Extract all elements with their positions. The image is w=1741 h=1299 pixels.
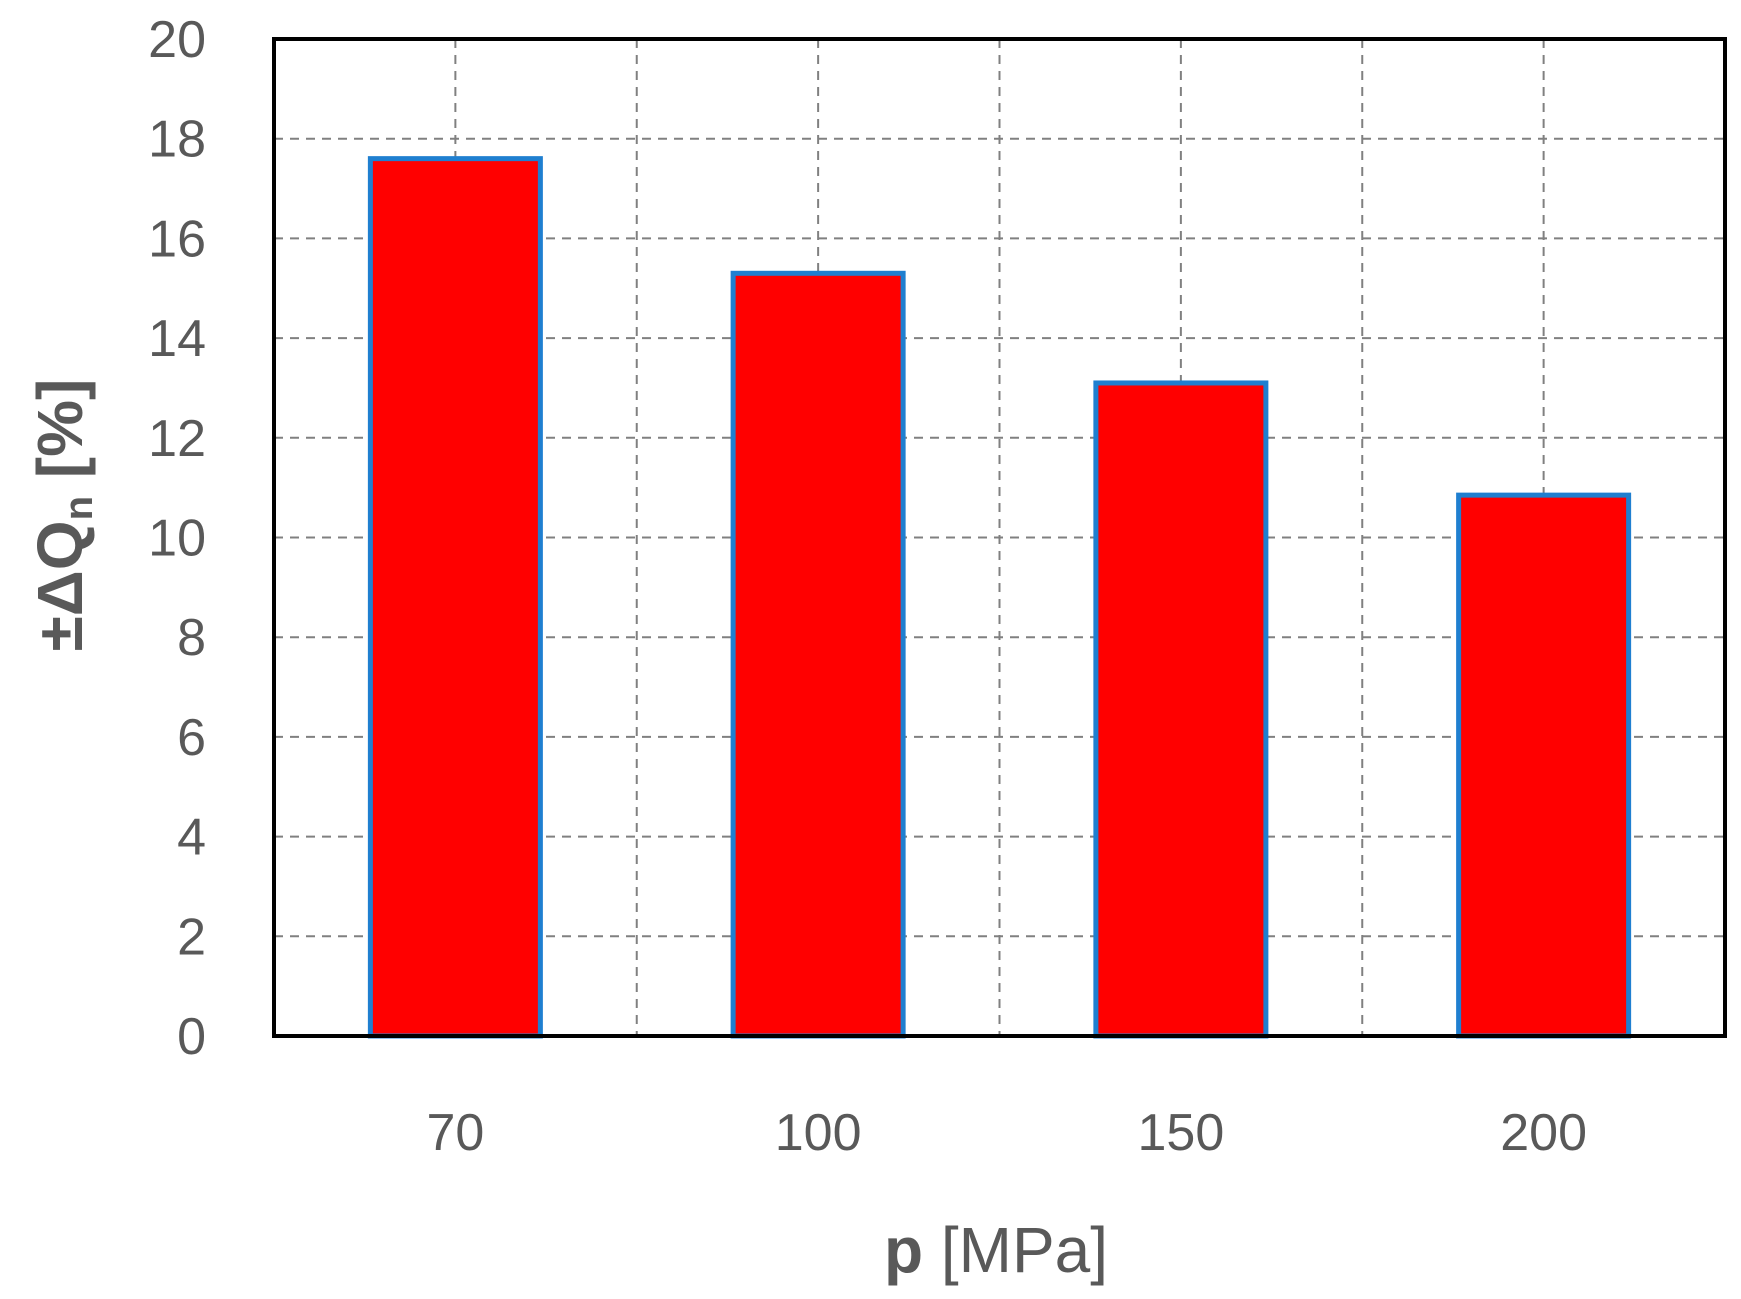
y-tick-label: 10 [148, 510, 206, 568]
x-tick-label: 70 [426, 1104, 484, 1162]
bar-70 [367, 156, 543, 1039]
y-tick-label: 12 [148, 410, 206, 468]
x-tick-label: 150 [1137, 1104, 1224, 1162]
y-tick-label: 0 [177, 1008, 206, 1066]
y-tick-label: 6 [177, 709, 206, 767]
x-axis-title-unit: [MPa] [923, 1214, 1108, 1286]
y-axis-title-symbol: ±ΔQ [24, 520, 96, 651]
bars [367, 156, 1632, 1039]
x-tick-label: 100 [775, 1104, 862, 1162]
bar-200 [1456, 492, 1632, 1039]
x-axis-title: p [MPa] [884, 1214, 1108, 1286]
bar-100 [730, 270, 906, 1039]
y-tick-label: 18 [148, 111, 206, 169]
x-axis-title-symbol: p [884, 1214, 923, 1286]
y-tick-label: 20 [148, 11, 206, 69]
bar-150 [1093, 380, 1269, 1039]
x-tick-label: 200 [1500, 1104, 1587, 1162]
y-tick-label: 16 [148, 210, 206, 268]
y-axis-title-unit: [%] [24, 379, 96, 496]
y-axis-title: ±ΔQn [%] [24, 379, 101, 652]
y-tick-labels: 0 2 4 6 8 10 12 14 16 18 20 [148, 11, 206, 1066]
y-tick-label: 2 [177, 908, 206, 966]
y-axis-title-subscript: n [57, 496, 101, 520]
x-tick-labels: 70 100 150 200 [426, 1104, 1587, 1162]
y-tick-label: 14 [148, 310, 206, 368]
y-tick-label: 4 [177, 809, 206, 867]
y-tick-label: 8 [177, 609, 206, 667]
